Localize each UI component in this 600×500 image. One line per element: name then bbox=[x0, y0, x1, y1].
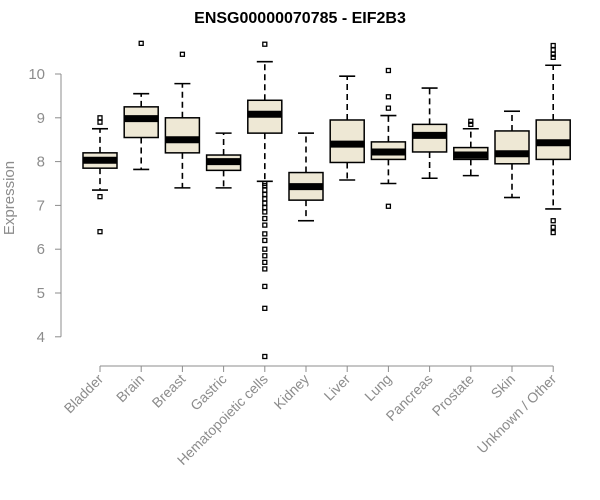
box-unknown-other bbox=[535, 42, 571, 372]
outlier-point bbox=[262, 196, 268, 202]
outlier-point bbox=[262, 187, 268, 193]
outlier-point bbox=[262, 246, 268, 252]
boxes-group bbox=[82, 40, 571, 372]
outlier-point bbox=[262, 259, 268, 265]
outlier-point bbox=[262, 41, 268, 47]
chart-title: ENSG00000070785 - EIF2B3 bbox=[194, 10, 406, 27]
box-skin bbox=[494, 110, 530, 372]
outlier-point bbox=[550, 47, 556, 53]
y-tick-label: 4 bbox=[37, 329, 45, 346]
outlier-point bbox=[550, 224, 556, 230]
box-breast bbox=[164, 51, 201, 372]
axes: 4 5 6 7 8 9 10 bbox=[28, 66, 554, 367]
outlier-point bbox=[550, 54, 556, 61]
iqr-box bbox=[494, 130, 530, 165]
outlier-point bbox=[385, 94, 392, 100]
x-tick-label: Skin bbox=[488, 371, 519, 402]
outlier-point bbox=[262, 231, 268, 237]
x-tick-label: Bladder bbox=[61, 371, 107, 417]
outlier-point bbox=[97, 115, 103, 121]
outlier-point bbox=[97, 229, 103, 235]
y-tick-label: 5 bbox=[37, 285, 45, 302]
outlier-point bbox=[550, 229, 556, 236]
outlier-point bbox=[550, 51, 556, 57]
y-tick-label: 6 bbox=[37, 241, 45, 258]
box-kidney bbox=[288, 132, 324, 372]
outlier-point bbox=[179, 51, 186, 57]
x-tick-label: Breast bbox=[149, 371, 189, 411]
outlier-point bbox=[262, 222, 268, 228]
x-tick-label: Lung bbox=[361, 371, 394, 404]
outlier-point bbox=[262, 204, 268, 211]
y-tick-label: 9 bbox=[37, 110, 45, 127]
iqr-box bbox=[123, 106, 159, 139]
y-axis-label: Expression bbox=[1, 161, 18, 235]
box-pancreas bbox=[411, 87, 448, 372]
x-tick-label: Kidney bbox=[271, 371, 313, 413]
outlier-point bbox=[262, 283, 268, 290]
box-hematopoietic-cells bbox=[247, 41, 283, 372]
outlier-point bbox=[262, 266, 268, 272]
outlier-point bbox=[97, 193, 103, 200]
y-tick-label: 10 bbox=[28, 66, 45, 83]
outlier-point bbox=[262, 209, 268, 215]
box-prostate bbox=[453, 118, 489, 372]
outlier-point bbox=[385, 67, 392, 74]
x-tick-label: Liver bbox=[321, 371, 354, 404]
y-tick-label: 8 bbox=[37, 154, 45, 171]
outlier-point bbox=[262, 191, 268, 198]
y-tick-label: 7 bbox=[37, 197, 45, 214]
outlier-point bbox=[385, 203, 392, 209]
outlier-point bbox=[262, 353, 268, 360]
outlier-point bbox=[550, 218, 556, 224]
outlier-point bbox=[385, 105, 392, 111]
outlier-point bbox=[262, 200, 268, 206]
outlier-point bbox=[468, 121, 474, 128]
outlier-point bbox=[262, 305, 268, 311]
box-lung bbox=[370, 67, 407, 372]
outlier-point bbox=[97, 119, 103, 125]
outlier-point bbox=[138, 40, 144, 46]
iqr-box bbox=[164, 117, 201, 154]
box-bladder bbox=[82, 115, 118, 372]
box-brain bbox=[123, 40, 159, 372]
x-tick-label: Prostate bbox=[429, 371, 477, 419]
outlier-point bbox=[262, 237, 268, 244]
outlier-point bbox=[468, 118, 474, 124]
outlier-point bbox=[262, 215, 268, 222]
x-tick-label: Brain bbox=[113, 371, 147, 405]
box-gastric bbox=[205, 132, 242, 372]
outlier-point bbox=[262, 253, 268, 259]
box-liver bbox=[329, 75, 365, 372]
outlier-point bbox=[550, 42, 556, 49]
